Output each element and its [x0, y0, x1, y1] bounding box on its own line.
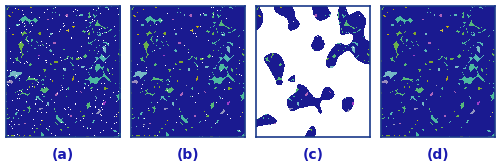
Text: (b): (b) — [176, 148, 200, 162]
Text: (c): (c) — [302, 148, 324, 162]
Text: (a): (a) — [52, 148, 74, 162]
Text: (d): (d) — [426, 148, 450, 162]
